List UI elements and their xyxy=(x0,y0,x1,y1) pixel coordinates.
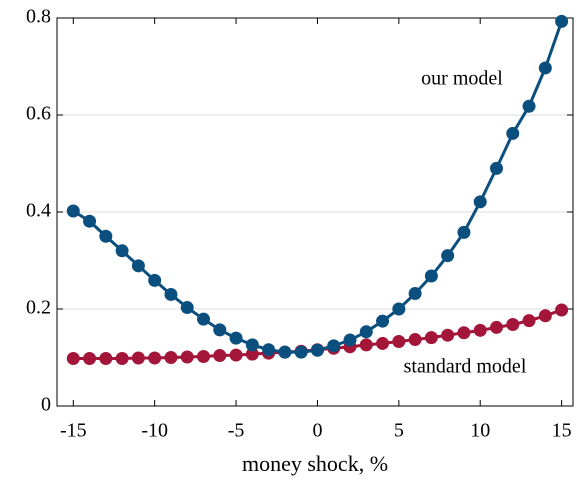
data-point xyxy=(522,314,536,328)
x-tick-label: 10 xyxy=(470,420,490,442)
data-point xyxy=(506,126,520,140)
data-point xyxy=(148,351,162,365)
data-point xyxy=(506,318,520,332)
data-point xyxy=(131,259,145,273)
data-point xyxy=(441,328,455,342)
data-point xyxy=(555,14,569,28)
x-tick-label: -10 xyxy=(141,420,168,442)
y-tick-label: 0.2 xyxy=(26,297,51,319)
data-point xyxy=(115,351,129,365)
data-point xyxy=(310,343,324,357)
data-point xyxy=(489,320,503,334)
data-point xyxy=(262,343,276,357)
data-point xyxy=(245,347,259,361)
data-point xyxy=(327,339,341,353)
data-point xyxy=(457,326,471,340)
data-point xyxy=(522,99,536,113)
data-point xyxy=(196,350,210,364)
data-point xyxy=(99,351,113,365)
data-point xyxy=(66,204,80,218)
data-point xyxy=(245,338,259,352)
plot-frame xyxy=(56,17,574,407)
data-point xyxy=(213,349,227,363)
data-point xyxy=(164,351,178,364)
y-tick-label: 0.4 xyxy=(26,200,51,222)
data-point xyxy=(408,286,422,300)
x-tick-label: 15 xyxy=(552,420,572,442)
data-point xyxy=(83,351,97,365)
data-point xyxy=(196,312,210,326)
y-tick-label: 0.6 xyxy=(26,103,51,125)
x-tick-label: -15 xyxy=(60,420,87,442)
data-point xyxy=(229,348,243,362)
data-point xyxy=(343,333,357,347)
data-point xyxy=(376,314,390,328)
data-point xyxy=(376,336,390,350)
data-point xyxy=(83,214,97,228)
data-point xyxy=(294,345,308,359)
data-point xyxy=(131,351,145,365)
x-tick-label: 5 xyxy=(394,420,404,442)
data-point xyxy=(441,249,455,263)
y-tick-label: 0.8 xyxy=(26,6,51,28)
data-point xyxy=(229,331,243,345)
x-axis-label: money shock, % xyxy=(242,451,388,476)
data-point xyxy=(473,195,487,209)
data-point xyxy=(408,333,422,347)
data-point xyxy=(99,229,113,243)
data-point xyxy=(538,61,552,75)
data-point xyxy=(457,225,471,239)
data-point xyxy=(424,269,438,283)
data-point xyxy=(424,331,438,345)
data-point xyxy=(359,338,373,352)
data-point xyxy=(180,350,194,364)
data-point xyxy=(148,273,162,287)
data-point xyxy=(538,309,552,323)
data-point xyxy=(213,323,227,337)
data-point xyxy=(473,323,487,337)
x-tick-label: 0 xyxy=(312,420,322,442)
data-point xyxy=(115,244,129,258)
data-point xyxy=(180,301,194,315)
data-point xyxy=(278,345,292,359)
data-point xyxy=(555,303,569,317)
data-point xyxy=(359,325,373,339)
series-label: standard model xyxy=(404,356,527,378)
data-point xyxy=(164,287,178,301)
series-label: our model xyxy=(421,68,503,90)
data-point xyxy=(489,161,503,175)
x-tick-label: -5 xyxy=(228,420,245,442)
data-point xyxy=(392,334,406,348)
data-point xyxy=(392,302,406,316)
data-point xyxy=(66,351,80,365)
y-tick-label: 0 xyxy=(41,394,51,416)
